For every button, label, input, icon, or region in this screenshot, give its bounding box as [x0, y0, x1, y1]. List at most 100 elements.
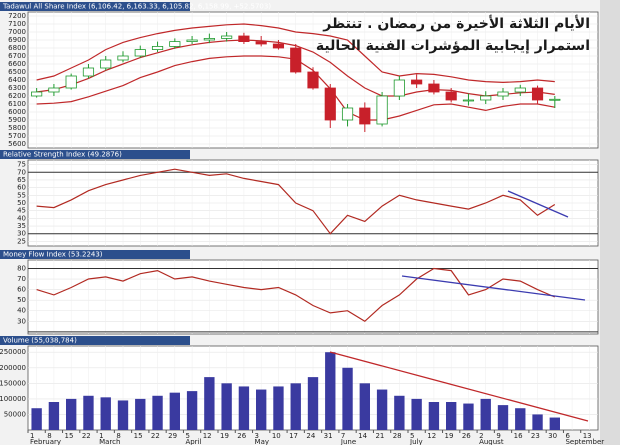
bar: [117, 400, 129, 430]
y-tick-label: 40: [17, 307, 26, 315]
candle-body: [255, 41, 267, 45]
panel-title: Tadawul All Share Index (6,106.42, 6,163…: [2, 3, 271, 11]
x-tick-label: 7: [341, 432, 345, 440]
panel-title-bar: [0, 336, 190, 345]
candle-body: [186, 39, 198, 42]
panel-title: Relative Strength Index (49.2876): [3, 151, 122, 159]
x-tick-label: 1: [99, 432, 103, 440]
y-tick-label: 60: [17, 286, 26, 294]
x-tick-label: 3: [255, 432, 259, 440]
series-line: [36, 267, 556, 323]
y-tick-label: 45: [17, 207, 26, 215]
candle-body: [290, 47, 302, 73]
x-tick-label: 15: [65, 432, 74, 440]
bar: [290, 383, 301, 430]
y-tick-label: 40: [17, 214, 26, 222]
bar: [342, 367, 353, 430]
bar: [66, 398, 77, 430]
x-tick-label: 8: [116, 432, 120, 440]
y-tick-label: 65: [17, 176, 26, 184]
month-label: February: [30, 438, 61, 445]
month-label: March: [99, 438, 120, 445]
trend-lines: [329, 190, 589, 422]
bar: [135, 398, 146, 430]
x-tick-label: 28: [393, 432, 402, 440]
y-tick-label: 6700: [8, 52, 26, 60]
x-tick-label: 12: [203, 432, 212, 440]
panel-title: Volume (55,038,784): [3, 337, 77, 345]
bar: [238, 386, 250, 430]
candle-body: [65, 75, 77, 89]
y-tick-label: 5800: [8, 124, 26, 132]
x-tick-label: 5: [410, 432, 414, 440]
bar: [325, 352, 336, 430]
bar: [428, 402, 440, 430]
bar: [532, 414, 543, 430]
candle-body: [307, 71, 319, 89]
candle-body: [462, 99, 475, 102]
y-tick-label: 6200: [8, 92, 26, 100]
bar: [83, 395, 94, 430]
y-tick-label: 70: [17, 168, 26, 176]
y-tick-label: 6500: [8, 68, 26, 76]
y-tick-label: 6000: [8, 108, 26, 116]
candle-body: [117, 55, 129, 61]
bar: [394, 395, 405, 430]
candle-body: [393, 79, 405, 97]
y-tick-label: 5700: [8, 132, 26, 140]
y-tick-label: 7000: [8, 28, 26, 36]
x-tick-label: 5: [185, 432, 189, 440]
candle-body: [221, 35, 233, 39]
bar: [359, 383, 370, 430]
y-tick-label: 50: [17, 296, 26, 304]
x-tick-label: 30: [548, 432, 557, 440]
y-tick-label: 30: [17, 230, 26, 238]
month-label: May: [255, 438, 269, 445]
candle-body: [48, 87, 60, 93]
bar: [204, 377, 215, 430]
y-tick-label: 5600: [8, 140, 26, 148]
y-tick-label: 80: [17, 264, 26, 272]
annotation: استمرار إيجابية المؤشرات الفنية الحالية: [316, 38, 590, 54]
y-tick-label: 50000: [4, 410, 26, 418]
bar: [48, 402, 60, 430]
bar: [100, 397, 111, 430]
x-tick-label: 9: [496, 432, 500, 440]
trend-line: [329, 351, 589, 422]
y-tick-label: 6300: [8, 84, 26, 92]
x-tick-label: 15: [134, 432, 143, 440]
bar: [186, 391, 198, 430]
panel-title: Money Flow Index (53.2243): [3, 251, 103, 259]
candle-body: [428, 83, 440, 93]
y-tick-label: 75: [17, 161, 26, 169]
y-tick-label: 6100: [8, 100, 26, 108]
x-tick-label: 6: [565, 432, 570, 440]
candle-body: [514, 87, 526, 93]
candle-body: [359, 107, 371, 125]
series-line: [36, 23, 555, 84]
x-tick-label: 8: [47, 432, 51, 440]
candle-body: [549, 98, 561, 101]
candle-body: [497, 91, 509, 97]
candle-body: [445, 91, 457, 101]
x-tick-label: 24: [306, 432, 315, 440]
bar: [376, 389, 388, 430]
panel-title-bar: [0, 150, 190, 159]
candle-body: [272, 43, 285, 49]
month-label: September: [565, 438, 604, 445]
x-tick-label: 1: [30, 432, 34, 440]
x-tick-label: 16: [514, 432, 523, 440]
x-tick-label: 26: [237, 432, 246, 440]
bar: [307, 377, 319, 430]
x-tick-label: 23: [531, 432, 540, 440]
x-tick-label: 19: [220, 432, 229, 440]
bar: [152, 395, 163, 430]
candle-body: [203, 38, 215, 41]
y-tick-label: 6400: [8, 76, 26, 84]
y-tick-label: 60: [17, 184, 26, 192]
panel-title-bar: [0, 2, 190, 11]
month-label: April: [185, 438, 201, 445]
candle-body: [341, 107, 354, 121]
y-tick-label: 7100: [8, 20, 26, 28]
